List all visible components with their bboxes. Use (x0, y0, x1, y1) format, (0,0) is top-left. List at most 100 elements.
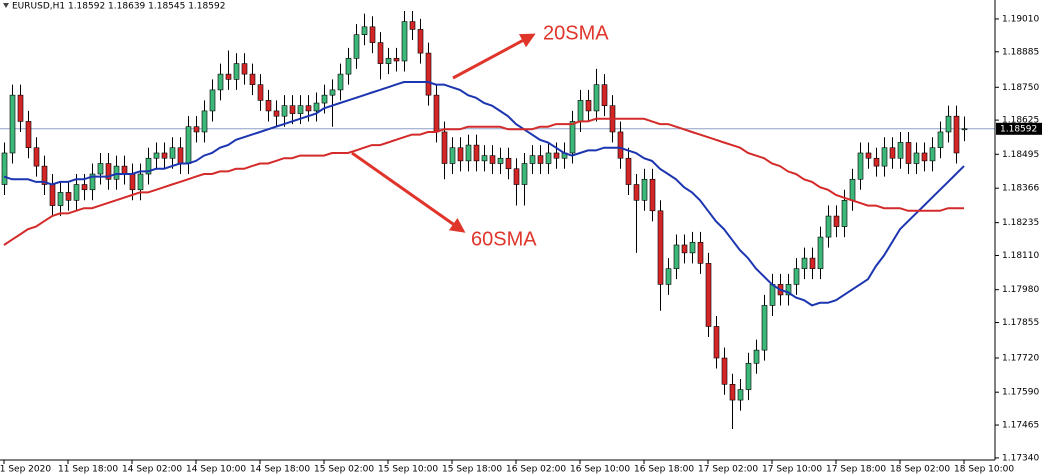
candle-body (921, 152, 928, 162)
candle-body (25, 121, 32, 149)
candle-body (465, 144, 472, 162)
candle-body (9, 94, 16, 154)
candle-body (49, 184, 56, 206)
candle-body (81, 184, 88, 191)
y-tick-label: 1.18625 (1002, 116, 1039, 126)
candle-body (689, 242, 696, 254)
candle-body (537, 155, 544, 164)
candle-body (849, 178, 856, 201)
candle-body (521, 163, 528, 185)
candle-body (225, 73, 232, 80)
y-tick-label: 1.18495 (1002, 150, 1039, 160)
candle-body (705, 263, 712, 327)
candle-body (529, 155, 536, 164)
candle-body (329, 89, 336, 96)
x-tick-label: 17 Sep 10:00 (762, 465, 822, 475)
candle-body (121, 165, 128, 175)
annotation-arrow (452, 33, 536, 80)
candle-body (433, 94, 440, 133)
candle-body (241, 63, 248, 75)
price-label: 1.18592 (1000, 124, 1037, 134)
candle-body (905, 142, 912, 164)
candle-body (153, 152, 160, 159)
x-tick-label: 16 Sep 10:00 (570, 465, 630, 475)
candle-body (889, 147, 896, 159)
candle-body (457, 147, 464, 162)
candle-body (593, 84, 600, 112)
candle-body (321, 94, 328, 104)
candle-body (177, 147, 184, 164)
candle-body (745, 362, 752, 390)
candle-body (913, 152, 920, 164)
candle-body (641, 178, 648, 201)
candle-body (1, 152, 8, 185)
candle-body (217, 73, 224, 91)
candle-body (17, 94, 24, 122)
candle-body (545, 152, 552, 164)
candle-body (665, 268, 672, 285)
candle-body (553, 152, 560, 159)
candle-body (113, 165, 120, 180)
y-tick-label: 1.17720 (1002, 354, 1039, 364)
x-tick-label: 18 Sep 02:00 (890, 465, 950, 475)
x-tick-label: 16 Sep 18:00 (634, 465, 694, 475)
candle-body (681, 244, 688, 254)
candle-body (313, 102, 320, 112)
candle-body (937, 131, 944, 149)
x-tick-label: 15 Sep 18:00 (442, 465, 502, 475)
candle-body (97, 163, 104, 175)
candle-body (169, 147, 176, 159)
candle-body (801, 257, 808, 269)
candle-body (41, 165, 48, 185)
candle-body (953, 115, 960, 154)
candle-body (161, 152, 168, 159)
y-tick-label: 1.18235 (1002, 218, 1039, 228)
candle-body (33, 147, 40, 167)
candle-body (417, 29, 424, 54)
candle-body (633, 184, 640, 201)
candle-body (345, 58, 352, 75)
sma-line (3, 81, 965, 307)
candle-body (297, 105, 304, 114)
candle-body (713, 326, 720, 359)
candle-body (785, 284, 792, 296)
x-tick-label: 11 Sep 2020 (0, 465, 51, 475)
candle-body (209, 89, 216, 112)
y-tick-label: 1.18750 (1002, 83, 1039, 93)
x-tick-label: 14 Sep 10:00 (186, 465, 246, 475)
candle-body (577, 100, 584, 122)
y-tick-label: 1.17855 (1002, 318, 1039, 328)
x-tick-label: 15 Sep 10:00 (378, 465, 438, 475)
y-tick-label: 1.19010 (1002, 14, 1039, 24)
header-icon (3, 3, 9, 8)
candle-body (601, 84, 608, 106)
annotation: 60SMA (471, 228, 537, 250)
candle-body (809, 257, 816, 269)
candle-body (281, 105, 288, 117)
y-tick-label: 1.17465 (1002, 421, 1039, 431)
candle-body (105, 163, 112, 180)
candle-body (57, 192, 64, 206)
candle-body (721, 357, 728, 385)
candle-body (401, 21, 408, 62)
price-label-box (996, 122, 1042, 135)
candle-body (89, 173, 96, 191)
y-tick-label: 1.18110 (1002, 251, 1039, 261)
candle-body (233, 63, 240, 80)
candle-body (369, 26, 376, 43)
y-tick-label: 1.17980 (1002, 285, 1039, 295)
candle-body (617, 131, 624, 159)
candle-body (425, 52, 432, 96)
candle-body (825, 215, 832, 238)
candle-body (273, 110, 280, 117)
candle-body (657, 210, 664, 285)
candle-body (697, 242, 704, 264)
x-tick-label: 17 Sep 02:00 (698, 465, 758, 475)
candle-body (865, 152, 872, 159)
candle-body (385, 58, 392, 64)
candle-body (441, 131, 448, 164)
candle-body (377, 42, 384, 64)
sma-line (3, 117, 964, 246)
